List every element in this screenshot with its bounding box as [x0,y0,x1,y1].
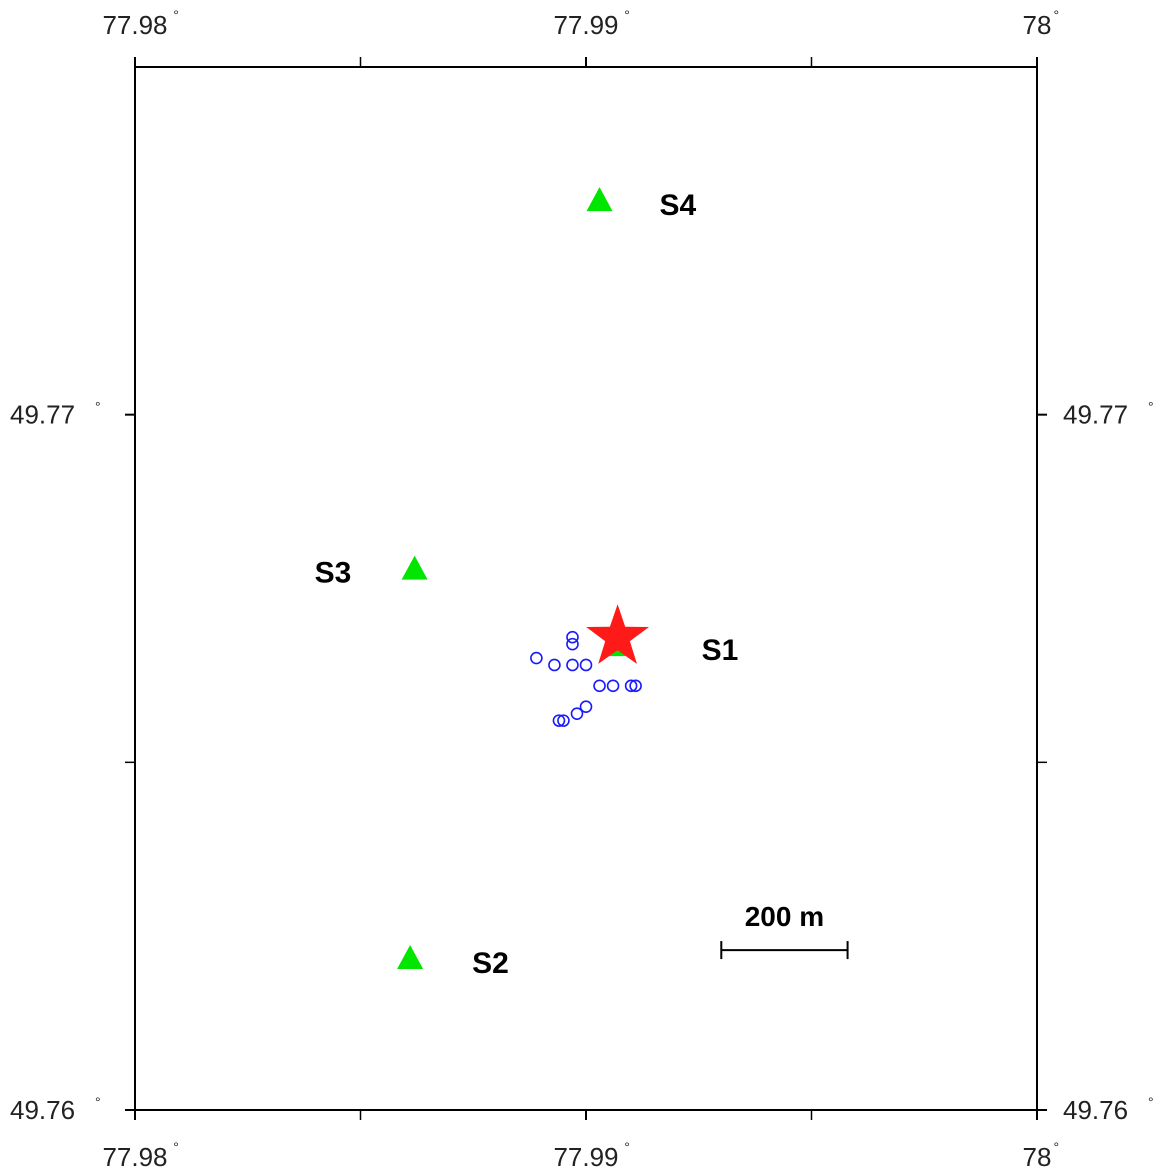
station-label: S1 [702,634,739,667]
degree-symbol: ° [1148,399,1154,415]
lon-label-bottom: 77.98 [102,1142,167,1171]
degree-symbol: ° [1054,1139,1060,1155]
event-circle-icon [566,630,579,644]
station-label: S3 [315,557,352,590]
event-circle-icon [530,651,543,665]
event-markers [530,630,642,727]
degree-symbol: ° [95,1094,101,1110]
lon-label-bottom: 77.99 [553,1142,618,1171]
lat-label-right: 49.77 [1063,400,1128,430]
lon-label-top: 77.98 [102,10,167,40]
degree-symbol: ° [1054,7,1060,23]
lat-label-left: 49.76 [10,1095,75,1125]
degree-symbol: ° [624,7,630,23]
event-circle-icon [570,707,584,720]
event-circle-icon [579,700,593,714]
event-circle-icon [606,679,620,693]
event-circle-icon [624,679,638,693]
station-triangle-icon [401,555,428,580]
event-circle-icon [557,714,570,727]
event-circle-icon [552,714,566,727]
scale-bar: 200 m [720,901,849,960]
event-circle-icon [548,658,561,672]
station-label: S4 [660,189,697,222]
scale-bar-label: 200 m [745,901,824,932]
lon-label-top: 78 [1023,10,1052,40]
event-circle-icon [629,679,642,693]
station-triangle-icon [586,187,613,212]
lon-label-top: 77.99 [553,10,618,40]
degree-symbol: ° [1148,1094,1154,1110]
degree-symbol: ° [173,7,179,23]
degree-symbol: ° [95,399,101,415]
epicenter-marker [586,604,649,664]
event-circle-icon [566,637,579,651]
lon-label-bottom: 78 [1023,1142,1052,1171]
station-label: S2 [472,947,509,980]
degree-symbol: ° [173,1139,179,1155]
station-triangle-icon [397,945,424,970]
map-frame [134,66,1038,1111]
degree-symbol: ° [624,1139,630,1155]
map-labels: S1 S2 S3 S4 [315,189,739,980]
lat-label-left: 49.77 [10,400,75,430]
event-circle-icon [566,658,579,672]
event-circle-icon [579,658,593,672]
star-icon [586,604,649,664]
lat-label-right: 49.76 [1063,1095,1128,1125]
event-circle-icon [593,679,606,693]
